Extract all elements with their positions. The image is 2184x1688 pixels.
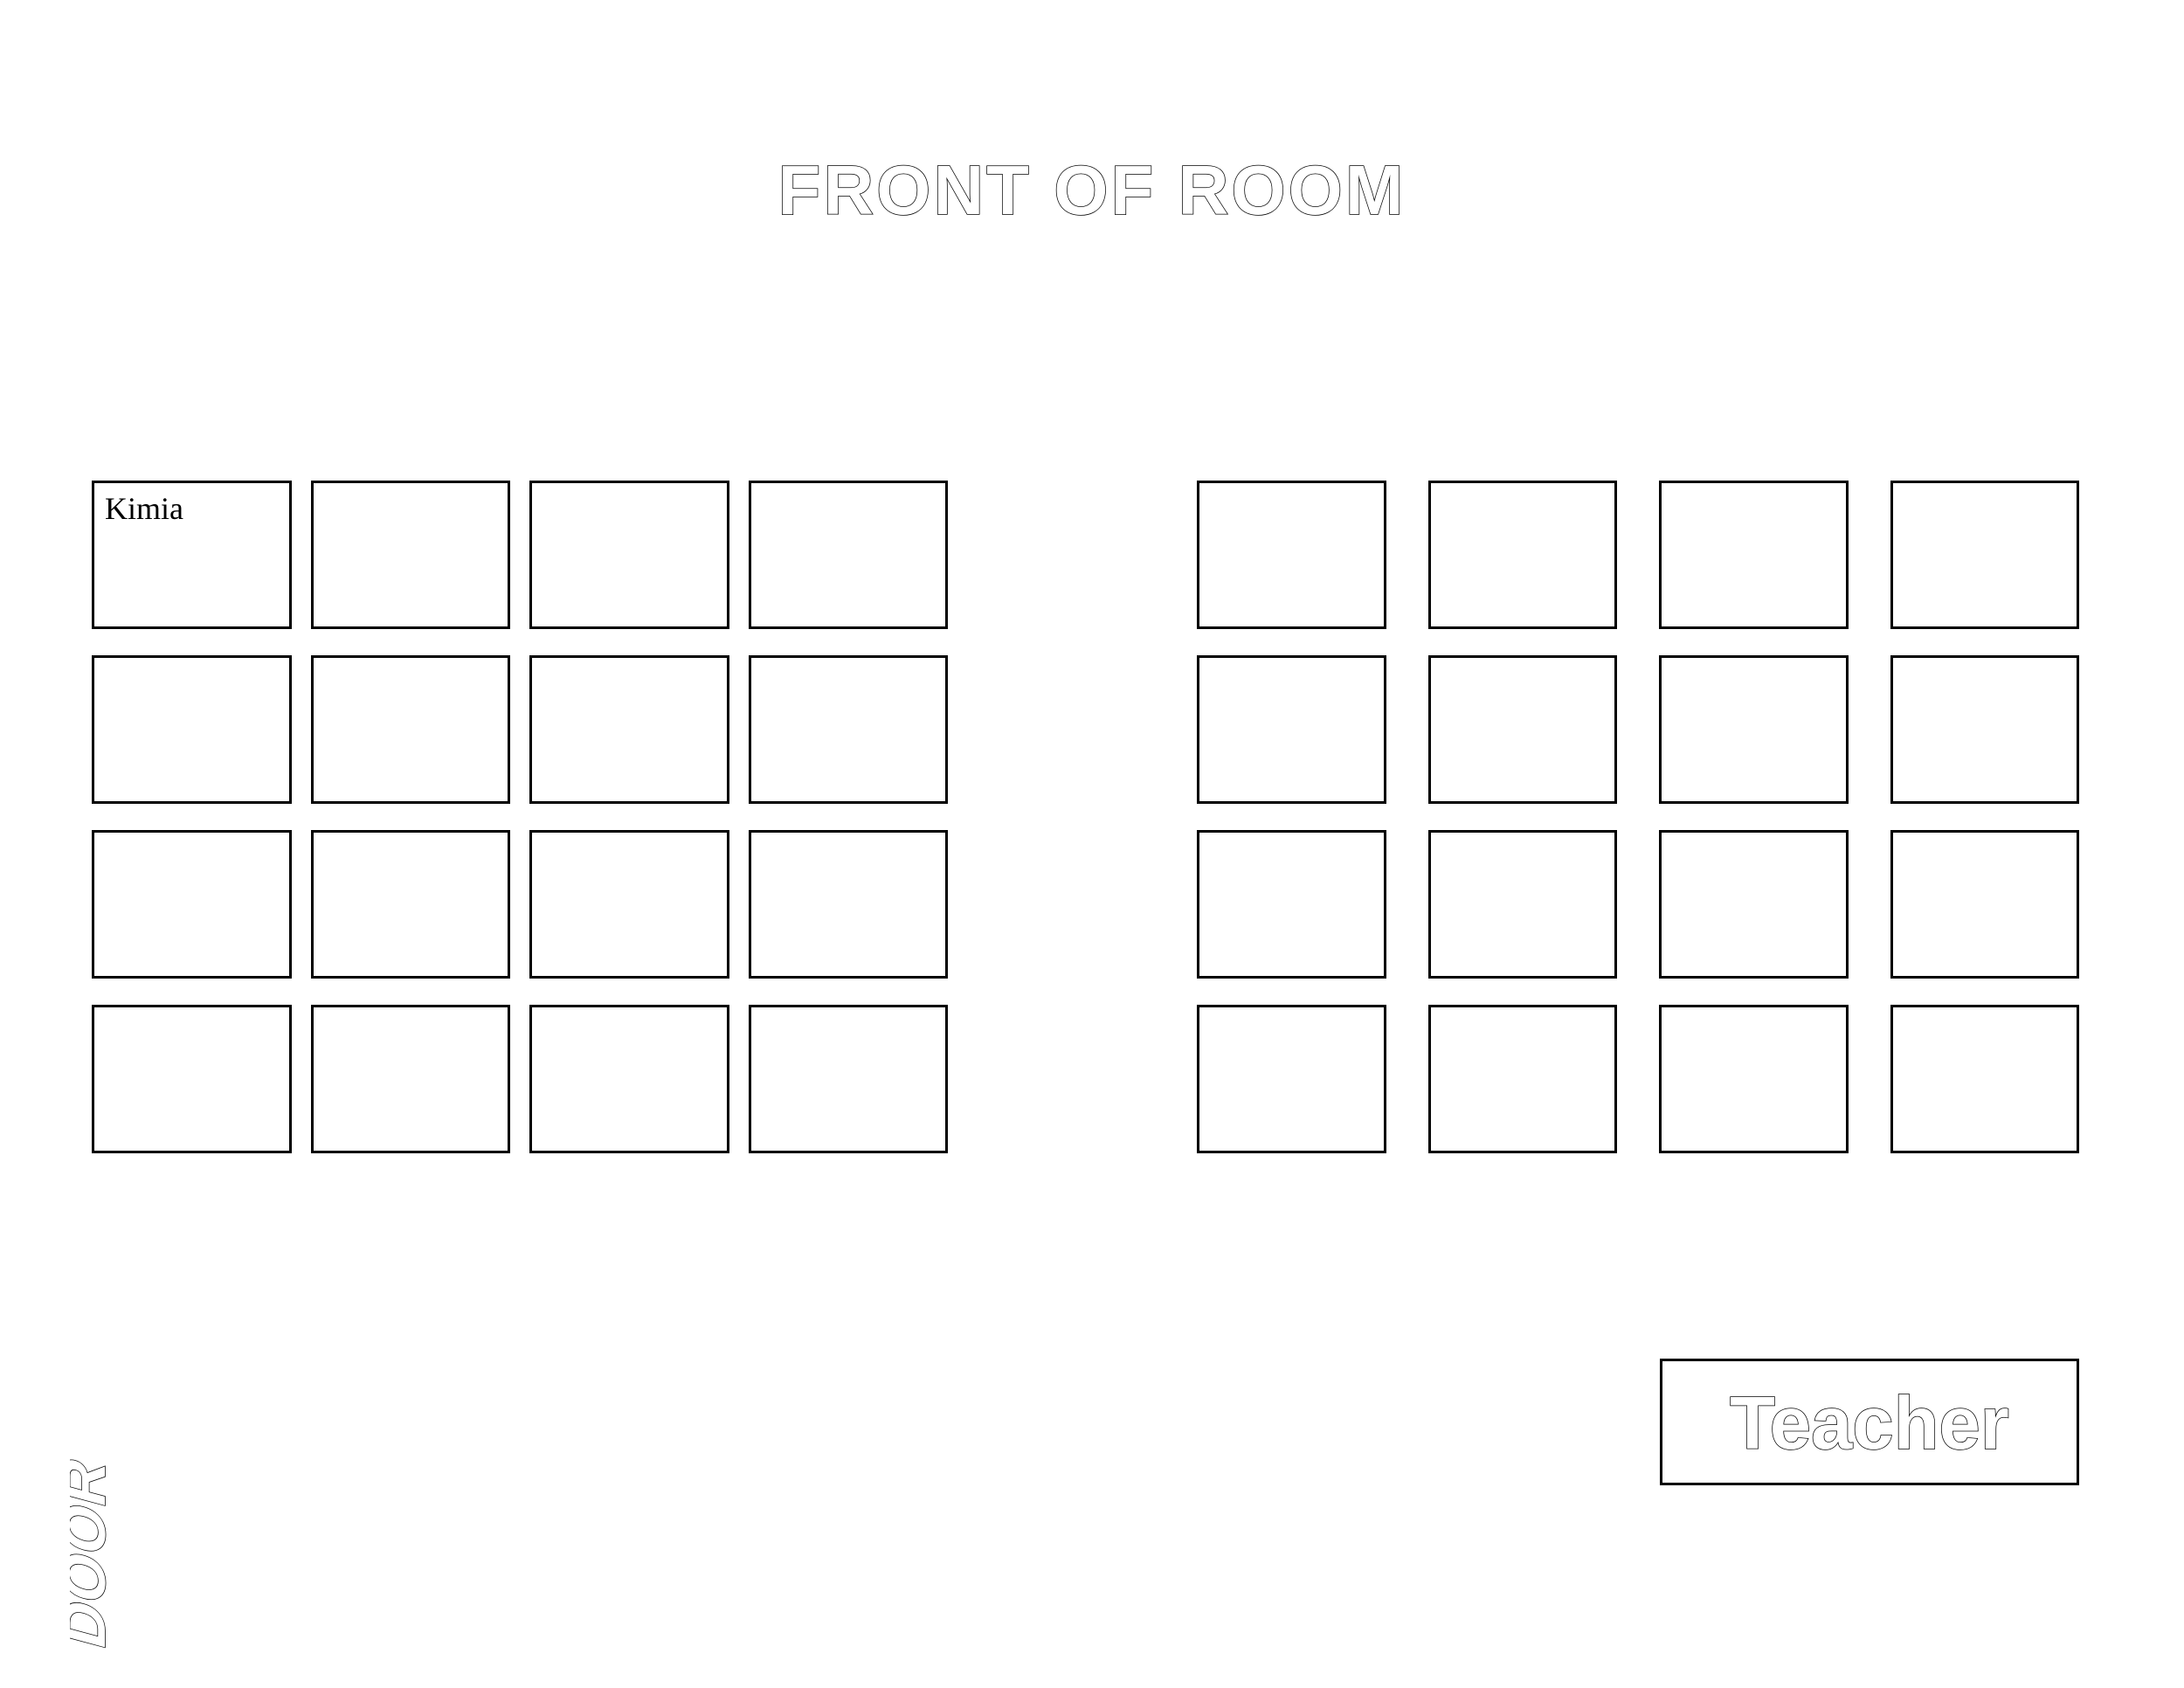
seat[interactable] <box>92 830 292 979</box>
seat[interactable] <box>1428 830 1618 979</box>
seat[interactable] <box>1197 481 1386 629</box>
title: FRONT OF ROOM <box>568 140 1616 249</box>
seat[interactable] <box>1890 830 2080 979</box>
seat[interactable] <box>1197 830 1386 979</box>
title-text: FRONT OF ROOM <box>778 151 1406 229</box>
seat[interactable] <box>311 830 511 979</box>
seat[interactable] <box>311 481 511 629</box>
door-text: DOOR <box>70 1450 119 1655</box>
door-label: DOOR <box>70 1450 210 1682</box>
seat[interactable] <box>1890 481 2080 629</box>
seat[interactable] <box>1890 1005 2080 1153</box>
seat[interactable] <box>1197 1005 1386 1153</box>
seat[interactable] <box>529 830 729 979</box>
seat-block-right <box>1197 481 2079 1153</box>
seat-block-left: Kimia <box>92 481 948 1153</box>
seat[interactable] <box>92 1005 292 1153</box>
seat[interactable] <box>749 1005 949 1153</box>
seat[interactable] <box>749 481 949 629</box>
seat[interactable] <box>1197 655 1386 804</box>
seat[interactable] <box>1659 830 1849 979</box>
seat[interactable] <box>1659 1005 1849 1153</box>
seat[interactable] <box>1428 481 1618 629</box>
seat[interactable] <box>529 481 729 629</box>
teacher-box: Teacher <box>1660 1359 2079 1485</box>
seat[interactable] <box>1428 1005 1618 1153</box>
teacher-text: Teacher <box>1730 1382 2009 1465</box>
seat[interactable] <box>1659 481 1849 629</box>
seat[interactable] <box>1659 655 1849 804</box>
seat[interactable] <box>1890 655 2080 804</box>
seat[interactable]: Kimia <box>92 481 292 629</box>
seat[interactable] <box>529 1005 729 1153</box>
seat[interactable] <box>311 655 511 804</box>
seat[interactable] <box>749 830 949 979</box>
seat[interactable] <box>1428 655 1618 804</box>
seat[interactable] <box>92 655 292 804</box>
seat[interactable] <box>749 655 949 804</box>
seat[interactable] <box>311 1005 511 1153</box>
seat[interactable] <box>529 655 729 804</box>
